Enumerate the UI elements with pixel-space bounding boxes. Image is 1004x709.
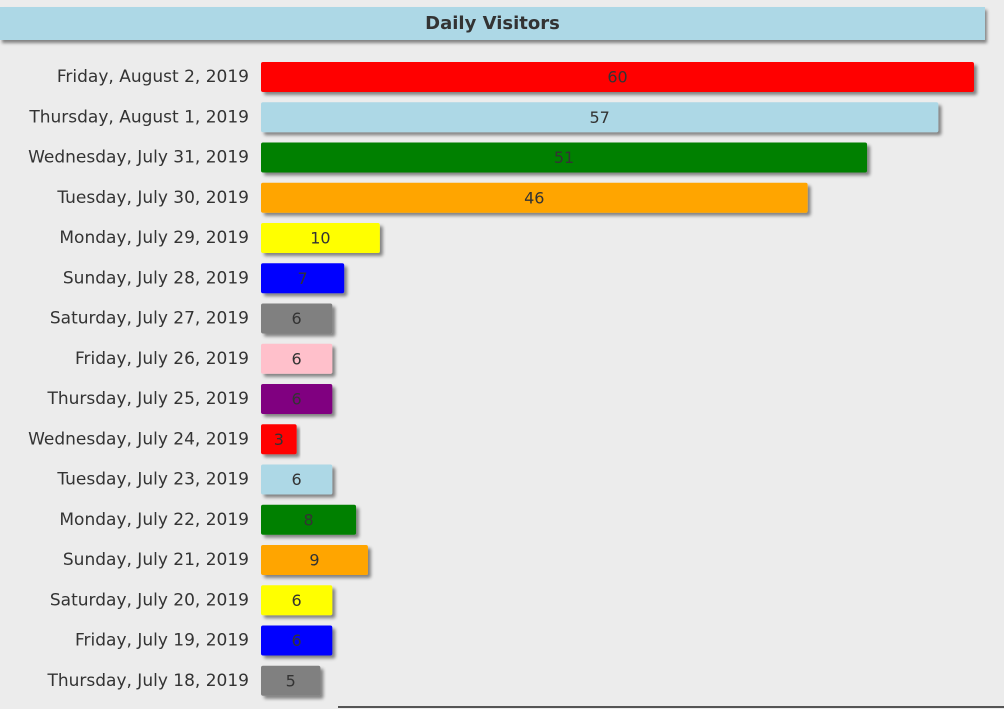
category-label: Thursday, August 1, 2019 [28, 107, 249, 127]
category-label: Friday, July 26, 2019 [75, 349, 249, 369]
category-label: Tuesday, July 30, 2019 [56, 188, 249, 208]
bar [261, 182, 808, 213]
bar-value-label: 51 [554, 148, 574, 167]
category-label: Friday, August 2, 2019 [57, 67, 249, 87]
category-label: Sunday, July 28, 2019 [63, 268, 249, 288]
category-label: Monday, July 29, 2019 [59, 228, 249, 248]
bar-value-label: 10 [310, 229, 330, 248]
category-label: Friday, July 19, 2019 [75, 631, 249, 651]
chart-title: Daily Visitors [0, 7, 985, 40]
bar-value-label: 6 [292, 309, 302, 328]
bar [261, 665, 321, 696]
category-label: Sunday, July 21, 2019 [63, 550, 249, 570]
bar-value-label: 57 [589, 108, 609, 127]
bar-value-label: 6 [292, 591, 302, 610]
bar-value-label: 46 [524, 188, 544, 207]
bar [261, 424, 297, 455]
bar [261, 303, 333, 334]
bar [261, 343, 333, 374]
bar [261, 384, 333, 414]
bar [261, 504, 357, 535]
bar [261, 625, 333, 656]
bar-value-label: 3 [274, 430, 284, 449]
category-label: Saturday, July 27, 2019 [50, 309, 249, 329]
bar [261, 464, 333, 495]
category-label: Wednesday, July 24, 2019 [28, 429, 249, 449]
category-label: Tuesday, July 23, 2019 [56, 470, 249, 490]
bar-value-label: 8 [303, 510, 313, 529]
bar-value-label: 6 [292, 631, 302, 650]
bar-value-label: 6 [292, 470, 302, 489]
bar [261, 263, 345, 294]
bar [261, 102, 939, 133]
bar-value-label: 6 [292, 390, 302, 409]
bar [261, 585, 333, 616]
category-label: Thursday, July 18, 2019 [46, 671, 249, 691]
bar [261, 142, 868, 173]
category-label: Thursday, July 25, 2019 [46, 389, 249, 409]
bar [261, 223, 380, 253]
category-label: Wednesday, July 31, 2019 [28, 148, 249, 168]
bar-value-label: 6 [292, 349, 302, 368]
bar-value-label: 9 [309, 551, 319, 570]
bar [261, 62, 974, 92]
bar-value-label: 5 [286, 671, 296, 690]
bottom-divider [338, 706, 1004, 708]
bar [261, 545, 368, 575]
category-label: Monday, July 22, 2019 [59, 510, 249, 530]
bar-value-label: 60 [607, 68, 627, 87]
category-label: Saturday, July 20, 2019 [50, 590, 249, 610]
bar-value-label: 7 [297, 269, 307, 288]
